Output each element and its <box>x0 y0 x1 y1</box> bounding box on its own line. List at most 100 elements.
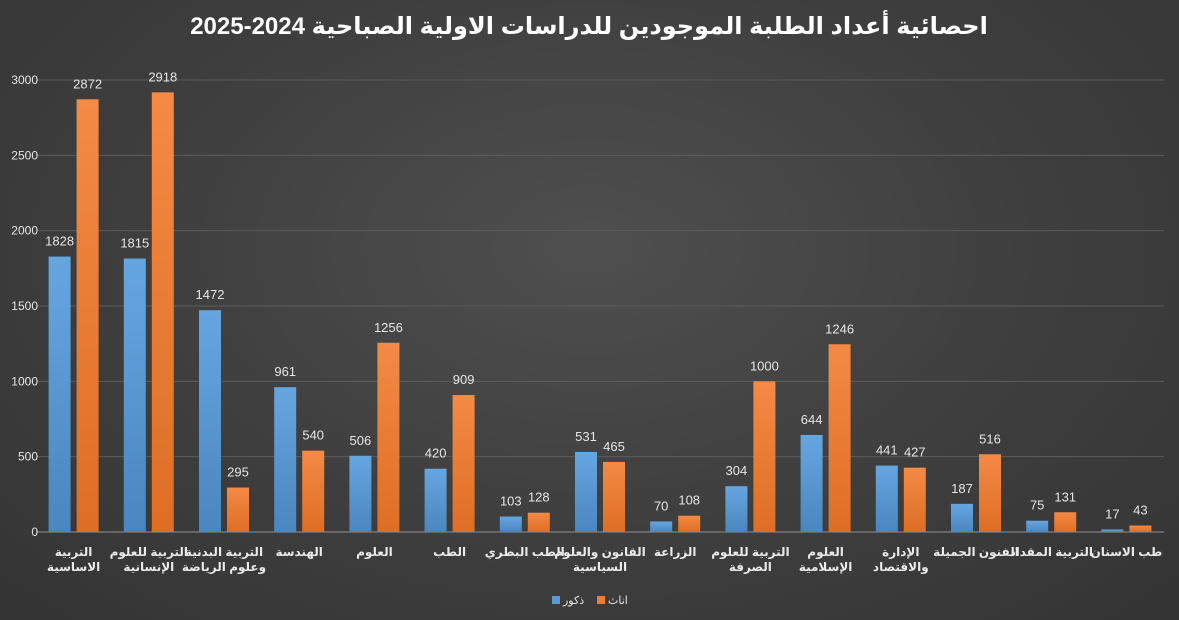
bar-female <box>979 454 1001 532</box>
bar-male <box>575 451 597 532</box>
bar-female <box>1054 512 1077 532</box>
data-label: 70 <box>654 498 668 513</box>
x-tick-label: وعلوم الرياضة <box>182 560 266 575</box>
bar-female <box>527 512 550 532</box>
x-tick-label: العلوم <box>356 545 393 560</box>
legend-label: اناث <box>608 595 628 607</box>
bar-female <box>603 461 625 532</box>
y-axis: 0 500 1000 1500 2000 2500 3000 <box>11 73 38 539</box>
bar-male <box>875 465 898 532</box>
data-label: 420 <box>425 446 447 461</box>
data-label: 1828 <box>45 234 74 249</box>
x-tick-label: الزراعة <box>654 545 697 559</box>
bar-female <box>227 487 249 532</box>
data-label: 644 <box>801 412 823 427</box>
x-tick-label: الإنسانية <box>123 560 174 574</box>
x-tick-label: التربية <box>55 545 93 559</box>
x-tick-label: التربية المقداد <box>1009 545 1093 559</box>
bar-female <box>452 395 475 532</box>
chart-title: احصائية أعداد الطلبة الموجودين للدراسات … <box>190 10 988 40</box>
y-tick-label: 1500 <box>11 299 38 313</box>
data-label: 1000 <box>750 358 779 373</box>
x-tick-label: التربية للعلوم <box>110 545 188 560</box>
x-tick-label: التربية البدنية <box>185 545 263 559</box>
x-tick-label: طب الاسنان <box>1090 545 1162 559</box>
data-label: 1472 <box>196 287 225 302</box>
data-label: 465 <box>603 439 625 454</box>
bar-male <box>1026 520 1049 532</box>
bar-male <box>424 468 447 532</box>
data-label: 108 <box>678 493 700 508</box>
bar-male <box>650 521 673 532</box>
bar-female <box>753 381 776 532</box>
x-tick-label: الإسلامية <box>799 560 853 574</box>
bar-female <box>1129 525 1152 532</box>
x-tick-label: الطب <box>433 545 466 559</box>
y-tick-label: 1000 <box>11 374 38 388</box>
data-label: 17 <box>1105 506 1119 521</box>
x-tick-label: القانون والعلوم <box>554 545 645 560</box>
legend-swatch <box>597 596 605 604</box>
data-label: 506 <box>350 433 372 448</box>
data-label: 531 <box>575 429 597 444</box>
data-label: 427 <box>904 445 926 460</box>
data-label: 75 <box>1030 498 1044 513</box>
bar-male <box>48 256 71 532</box>
bar-female <box>76 99 99 532</box>
y-tick-label: 2500 <box>11 148 38 162</box>
y-tick-label: 500 <box>18 450 38 464</box>
x-tick-label: الاساسية <box>47 560 100 574</box>
data-label: 441 <box>876 443 898 458</box>
data-label: 304 <box>726 463 748 478</box>
x-tick-label: الصرفة <box>729 560 772 574</box>
data-label: 516 <box>979 431 1001 446</box>
data-label: 187 <box>951 481 973 496</box>
legend-swatch <box>552 596 560 604</box>
data-label: 909 <box>453 372 475 387</box>
y-tick-label: 2000 <box>11 224 38 238</box>
data-label: 540 <box>302 428 324 443</box>
y-tick-label: 0 <box>31 525 38 539</box>
bar-female <box>151 92 174 532</box>
data-labels: 1828 2872 1815 2918 1472 295 961 540 506 1256 420 9… <box>45 69 1147 521</box>
x-tick-label: التربية للعلوم <box>711 545 789 560</box>
bar-male <box>123 258 146 532</box>
legend: ذكور اناث <box>552 595 628 607</box>
data-label: 961 <box>274 364 296 379</box>
bar-male <box>199 310 221 532</box>
bar-female <box>377 342 400 532</box>
data-label: 103 <box>500 493 522 508</box>
data-label: 131 <box>1054 489 1076 504</box>
x-tick-label: والاقتصاد <box>873 560 929 575</box>
bar-female <box>903 467 926 532</box>
data-label: 1256 <box>374 320 403 335</box>
data-label: 2918 <box>148 69 177 84</box>
bar-female <box>302 450 325 532</box>
bar-male <box>725 486 748 532</box>
bar-male <box>951 503 973 532</box>
bar-female <box>828 344 851 532</box>
data-label: 1815 <box>120 236 149 251</box>
bar-male <box>800 434 823 532</box>
x-tick-label: الفنون الجميلة <box>933 545 1019 560</box>
x-tick-label: السياسية <box>573 560 627 574</box>
legend-label: ذكور <box>562 595 584 607</box>
bar-male <box>499 516 522 532</box>
x-tick-label: العلوم <box>807 545 844 560</box>
bar-male <box>1101 529 1124 532</box>
data-label: 1246 <box>825 321 854 336</box>
data-label: 2872 <box>73 76 102 91</box>
bar-male <box>274 387 297 532</box>
bars <box>48 92 1152 532</box>
x-tick-label: الإدارة <box>882 545 919 559</box>
data-label: 128 <box>528 490 550 505</box>
x-tick-label: الطب البطري <box>485 545 565 559</box>
data-label: 295 <box>227 465 249 480</box>
bar-female <box>678 515 701 532</box>
y-tick-label: 3000 <box>11 73 38 87</box>
gridlines <box>36 79 1164 533</box>
x-tick-label: الهندسة <box>275 545 322 559</box>
